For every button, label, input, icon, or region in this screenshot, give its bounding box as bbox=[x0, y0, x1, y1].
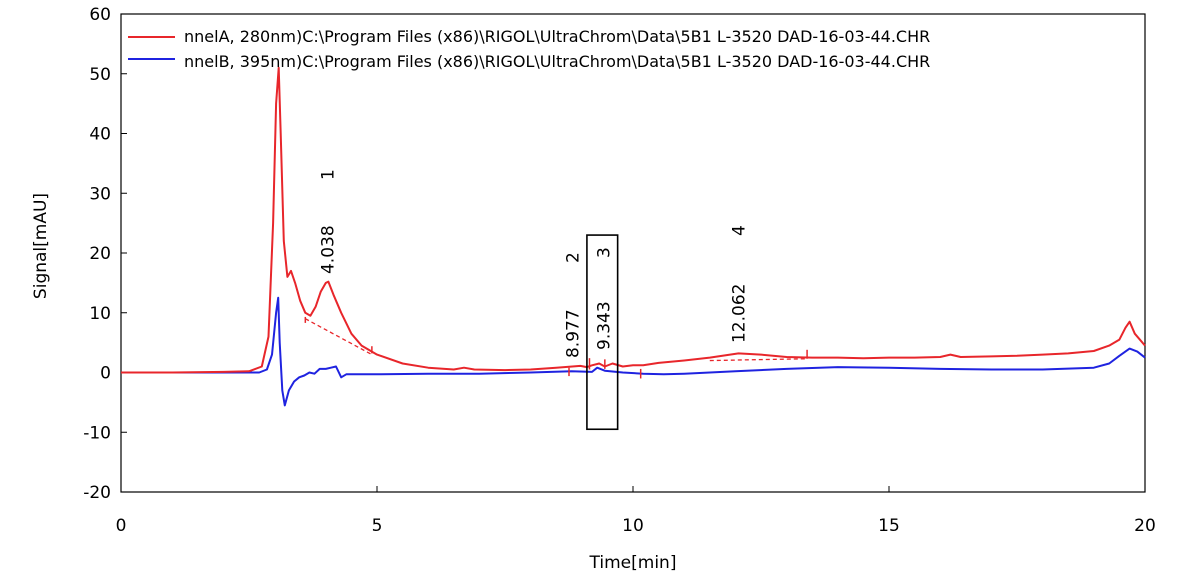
legend: nnelA, 280nm)C:\Program Files (x86)\RIGO… bbox=[128, 27, 930, 71]
peak-time-label: 12.062 bbox=[730, 284, 750, 343]
x-tick-label: 0 bbox=[116, 516, 127, 536]
y-tick-label: 60 bbox=[89, 5, 111, 25]
peak-number-label: 3 bbox=[594, 247, 614, 258]
peak-marks bbox=[304, 316, 808, 379]
x-tick-label: 10 bbox=[622, 516, 644, 536]
y-tick-label: -20 bbox=[83, 483, 111, 503]
y-tick-label: 40 bbox=[89, 125, 111, 145]
y-axis-title: Signal[mAU] bbox=[31, 193, 51, 299]
y-tick-label: 20 bbox=[89, 244, 111, 264]
legend-entry-a: nnelA, 280nm)C:\Program Files (x86)\RIGO… bbox=[184, 27, 930, 46]
peak-baseline bbox=[709, 358, 808, 362]
peak-baseline bbox=[305, 318, 373, 356]
y-tick-label: 50 bbox=[89, 65, 111, 85]
highlight-box bbox=[586, 234, 619, 431]
peak-time-label: 8.977 bbox=[564, 309, 584, 358]
peak-labels: 4.038 1 8.977 2 9.343 3 12.062 4 bbox=[319, 169, 750, 358]
peak-baselines bbox=[305, 318, 808, 362]
plot-frame bbox=[120, 13, 1146, 493]
x-tick-label: 15 bbox=[878, 516, 900, 536]
x-axis-ticks: 0 5 10 15 20 bbox=[116, 486, 1156, 536]
series-line-a bbox=[121, 66, 1146, 374]
y-tick-label: 30 bbox=[89, 184, 111, 204]
series-layer bbox=[121, 66, 1146, 407]
y-tick-label: 10 bbox=[89, 304, 111, 324]
y-axis-ticks: 60 50 40 30 20 10 0 -10 -20 bbox=[83, 5, 127, 503]
x-tick-label: 20 bbox=[1134, 516, 1156, 536]
series-line-b bbox=[121, 296, 1146, 407]
peak-number-label: 1 bbox=[319, 169, 339, 180]
peak-time-label: 4.038 bbox=[319, 225, 339, 274]
legend-entry-b: nnelB, 395nm)C:\Program Files (x86)\RIGO… bbox=[184, 52, 930, 71]
x-tick-label: 5 bbox=[372, 516, 383, 536]
y-tick-label: -10 bbox=[83, 423, 111, 443]
peak-number-label: 4 bbox=[730, 225, 750, 236]
peak-time-label: 9.343 bbox=[594, 301, 614, 350]
y-tick-label: 0 bbox=[100, 364, 111, 384]
x-axis-title: Time[min] bbox=[589, 553, 677, 573]
peak-number-label: 2 bbox=[564, 252, 584, 263]
